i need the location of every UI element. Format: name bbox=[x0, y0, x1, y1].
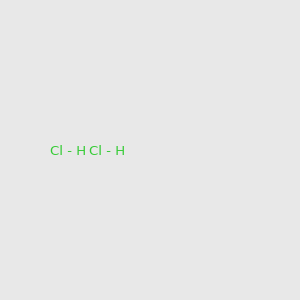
Text: Cl - H: Cl - H bbox=[50, 145, 86, 158]
Text: Cl - H: Cl - H bbox=[89, 145, 125, 158]
